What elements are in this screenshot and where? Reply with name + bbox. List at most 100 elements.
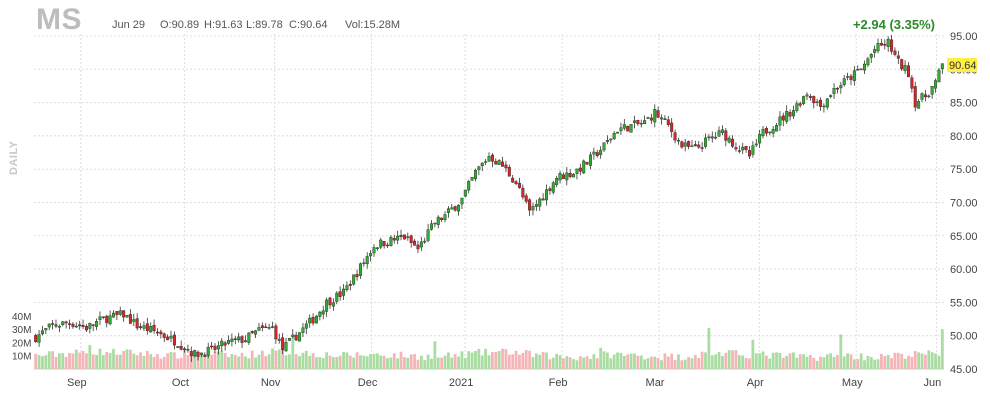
candle-body <box>216 345 220 350</box>
candle-body <box>227 339 231 344</box>
candle-body <box>294 334 298 341</box>
volume-tick-label: 30M <box>12 325 31 336</box>
volume-bar <box>639 355 643 369</box>
candle-body <box>172 334 176 346</box>
volume-bar <box>396 358 400 369</box>
volume-bar <box>558 355 562 369</box>
candle-body <box>78 324 82 327</box>
candle-body <box>778 116 782 126</box>
candle-body <box>101 316 105 318</box>
volume-bar <box>748 358 751 369</box>
volume-bar <box>460 351 464 369</box>
candle-body <box>873 49 877 53</box>
volume-bar <box>440 357 444 369</box>
volume-bar <box>819 356 822 369</box>
candle-body <box>558 173 562 181</box>
volume-bar <box>514 350 518 369</box>
month-label: Feb <box>549 377 568 389</box>
candle-body <box>40 330 44 335</box>
volume-bar <box>622 355 626 369</box>
candle-body <box>328 297 332 306</box>
candle-body <box>399 234 403 237</box>
volume-bar <box>159 358 163 369</box>
volume-bar <box>690 358 694 369</box>
candle-body <box>923 94 927 98</box>
volume-bar <box>765 355 768 369</box>
candle-body <box>734 147 738 150</box>
volume-bar <box>98 348 102 369</box>
current-price-marker: 90.64 <box>947 58 977 73</box>
candle-body <box>338 291 342 297</box>
volume-bar <box>518 354 521 369</box>
time-axis: Sep Oct Nov Dec 2021 Feb Mar Apr May Jun <box>67 377 941 389</box>
volume-bar <box>484 348 488 369</box>
volume-bar <box>183 350 186 369</box>
volume-bar <box>57 353 61 369</box>
candle-body <box>457 204 461 212</box>
volume-bar <box>250 350 254 369</box>
volume-bar <box>629 353 633 369</box>
volume-bar <box>744 357 748 369</box>
volume-bar <box>419 355 423 369</box>
volume-bar <box>551 357 555 369</box>
volume-tick-label: 20M <box>12 338 31 349</box>
candle-body <box>886 38 890 47</box>
volume-bar <box>737 355 741 369</box>
candle-body <box>494 161 498 165</box>
volume-bar <box>68 352 71 369</box>
price-change: +2.94 (3.35%) <box>852 17 935 32</box>
volume-bar <box>210 354 213 369</box>
volume-bar <box>149 354 153 369</box>
volume-bar <box>399 351 403 369</box>
candle-body <box>179 346 183 350</box>
volume-bar <box>227 357 230 369</box>
volume-bar <box>595 358 599 369</box>
period-label: DAILY <box>8 140 20 176</box>
volume-bar <box>156 354 159 369</box>
candle-body <box>920 93 924 100</box>
volume-bar <box>873 359 877 369</box>
volume-bar <box>927 350 931 369</box>
candle-body <box>900 59 904 70</box>
candle-body <box>707 136 711 139</box>
candle-body <box>917 101 921 109</box>
volume-bar <box>890 358 893 369</box>
candle-body <box>352 274 356 285</box>
candle-body <box>196 351 200 357</box>
candle-body <box>342 288 346 296</box>
month-label: Dec <box>358 377 378 389</box>
candle-body <box>693 144 697 147</box>
candle-body <box>517 182 521 188</box>
volume-bar <box>903 358 907 369</box>
candle-body <box>88 323 92 329</box>
price-tick-label: 70.00 <box>950 198 978 210</box>
price-tick-label: 50.00 <box>950 331 978 343</box>
candle-body <box>74 325 78 328</box>
volume-bar <box>863 360 866 369</box>
volume-bar <box>298 356 301 369</box>
candle-body <box>426 229 430 241</box>
candle-body <box>274 325 278 340</box>
volume-bar <box>311 353 315 369</box>
volume-bar <box>649 356 653 369</box>
candle-body <box>507 167 511 177</box>
volume-bar <box>457 356 460 369</box>
candle-body <box>690 145 694 148</box>
candle-body <box>764 128 768 134</box>
candle-body <box>673 132 677 141</box>
candle-body <box>335 292 339 302</box>
candle-body <box>815 101 819 103</box>
candle-body <box>230 338 234 342</box>
volume-bar <box>403 357 406 369</box>
volume-bar <box>34 353 38 369</box>
candle-body <box>616 131 620 134</box>
price-tick-label: 95.00 <box>950 31 978 43</box>
volume-bar <box>85 353 88 369</box>
volume-bar <box>206 350 210 369</box>
volume-bar <box>717 351 721 369</box>
volume-bar <box>139 352 142 369</box>
volume-bar <box>795 357 799 369</box>
candle-body <box>210 345 214 348</box>
candle-body <box>460 197 464 205</box>
